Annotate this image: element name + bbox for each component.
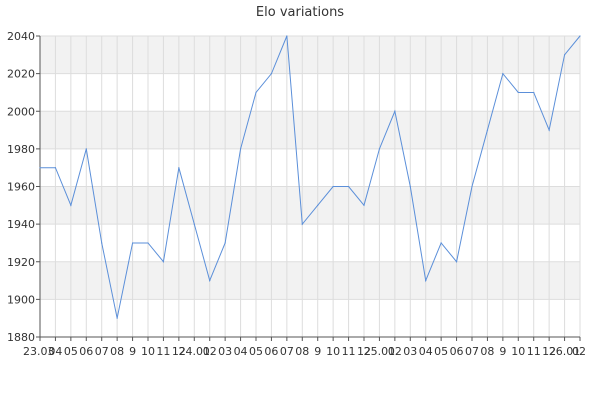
y-tick-label: 1940 (7, 218, 35, 231)
data-point (54, 167, 57, 169)
data-point (270, 73, 273, 75)
x-tick-label: 11 (342, 345, 356, 358)
alternating-bands (40, 36, 580, 300)
x-tick-label: 06 (450, 345, 464, 358)
x-tick-label: 12 (542, 345, 556, 358)
data-point (209, 279, 211, 282)
series-line (40, 35, 581, 319)
data-point (363, 204, 365, 206)
x-tick-label: 12 (172, 345, 186, 358)
x-tick-label: 12 (357, 345, 371, 358)
data-point (409, 185, 411, 188)
data-point (486, 129, 489, 131)
data-point (378, 148, 381, 150)
x-tick-label: 07 (95, 345, 109, 358)
series-layer (39, 35, 581, 319)
x-tick-label: 9 (499, 345, 506, 358)
grid-band (40, 36, 580, 74)
x-tick-label: 10 (326, 345, 340, 358)
x-tick-label: 05 (64, 345, 78, 358)
x-tick-label: 02 (388, 345, 402, 358)
x-tick-label: 07 (465, 345, 479, 358)
chart-title: Elo variations (256, 5, 344, 20)
x-tick-label: 10 (511, 345, 525, 358)
x-tick-label: 08 (295, 345, 309, 358)
data-point (502, 73, 504, 75)
data-point (131, 242, 134, 244)
data-point (116, 317, 118, 319)
x-tick-label: 23.03 (23, 345, 55, 358)
grid-band (40, 261, 580, 300)
y-tick-label: 1980 (7, 143, 35, 156)
x-tick-label: 05 (249, 345, 263, 358)
y-tick-label: 1960 (7, 181, 35, 194)
data-point (332, 185, 334, 188)
y-tick-label: 1920 (7, 256, 35, 269)
x-tick-label: 02 (572, 345, 586, 358)
y-tick-labels: 1880 1900 1920 1940 1960 1980 2000 2020 2040 (7, 30, 35, 344)
y-tick-label: 2000 (7, 105, 35, 118)
x-tick-label: 25.01 (364, 345, 396, 358)
x-tick-label: 24.01 (179, 345, 211, 358)
x-tick-label: 03 (218, 345, 232, 358)
data-point (39, 167, 41, 169)
x-tick-label: 04 (234, 345, 248, 358)
x-tick-label: 08 (110, 345, 124, 358)
data-point (563, 54, 566, 56)
data-point (471, 185, 473, 188)
x-tick-label: 06 (264, 345, 278, 358)
x-tick-label: 11 (156, 345, 170, 358)
data-point (533, 91, 535, 94)
x-tick-label: 04 (419, 345, 433, 358)
x-tick-label: 05 (434, 345, 448, 358)
x-tick-label: 10 (141, 345, 155, 358)
x-tick-label: 08 (480, 345, 494, 358)
data-point (162, 261, 165, 263)
data-point (425, 279, 427, 282)
data-point (101, 242, 103, 244)
data-point (193, 223, 195, 225)
data-point (147, 242, 149, 244)
data-point (178, 167, 180, 169)
y-tick-label: 1900 (7, 293, 35, 306)
data-point (548, 129, 550, 131)
data-point (394, 110, 396, 112)
y-tick-label: 2020 (7, 68, 35, 81)
y-tick-label: 1880 (7, 331, 35, 344)
data-point (440, 242, 442, 244)
x-tick-label: 06 (79, 345, 93, 358)
x-tick-label: 26.01 (549, 345, 581, 358)
grid-lines (39, 35, 581, 338)
grid-band (40, 111, 580, 149)
data-point (70, 204, 72, 206)
axes (36, 35, 581, 341)
data-point (347, 185, 350, 188)
x-tick-label: 9 (129, 345, 136, 358)
data-point (301, 223, 303, 225)
y-tick-label: 2040 (7, 30, 35, 43)
x-tick-label: 11 (527, 345, 541, 358)
data-point (85, 148, 87, 150)
data-point (286, 35, 288, 37)
data-point (517, 91, 519, 94)
data-point (255, 91, 257, 94)
data-point (239, 148, 242, 150)
x-tick-label: 9 (314, 345, 321, 358)
grid-band (40, 186, 580, 225)
x-tick-label: 07 (280, 345, 294, 358)
x-tick-label: 02 (203, 345, 217, 358)
x-tick-label: 04 (48, 345, 62, 358)
data-point (317, 204, 319, 206)
x-tick-label: 03 (403, 345, 417, 358)
data-point (579, 35, 581, 37)
data-point (224, 242, 226, 244)
data-point (455, 261, 458, 263)
